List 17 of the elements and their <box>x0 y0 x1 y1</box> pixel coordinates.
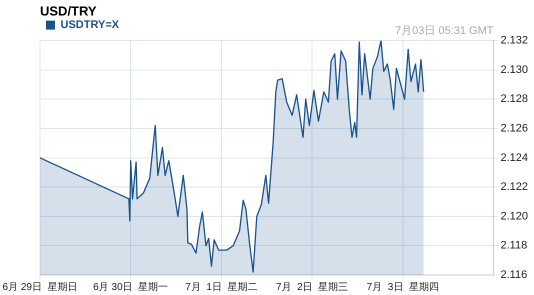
x-tick-label: 6月 29日 星期日 <box>2 280 78 293</box>
y-tick-label: 2.128 <box>500 93 528 106</box>
y-tick-label: 2.116 <box>500 269 528 282</box>
y-tick-label: 2.124 <box>500 152 528 164</box>
y-tick-label: 2.130 <box>500 64 528 76</box>
chart-title: USD/TRY <box>40 3 97 18</box>
y-tick-label: 2.132 <box>500 34 528 47</box>
x-tick-label: 7月 1日 星期二 <box>185 280 258 293</box>
y-tick-label: 2.122 <box>500 181 528 194</box>
x-tick-label: 6月 30日 星期一 <box>93 280 168 293</box>
y-tick-label: 2.118 <box>500 240 528 252</box>
x-tick-label: 7月 2日 星期三 <box>276 280 348 293</box>
x-tick-label: 7月 3日 星期四 <box>366 280 439 293</box>
text: 7月03日 05:31 GMT <box>395 25 494 38</box>
legend-label: USDTRY=X <box>60 19 120 32</box>
y-tick-label: 2.120 <box>500 210 528 222</box>
y-tick-label: 2.126 <box>500 122 528 135</box>
